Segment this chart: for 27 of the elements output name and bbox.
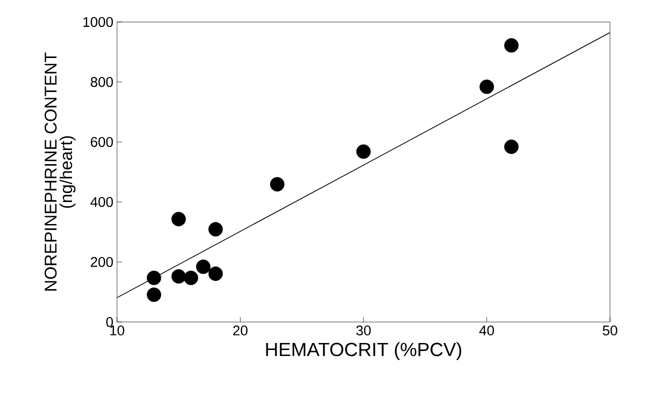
x-tick-label: 20	[233, 326, 248, 336]
x-tick-label: 30	[356, 326, 371, 336]
point	[504, 140, 519, 154]
y-tick-label: 0	[106, 317, 113, 327]
x-tick-label: 50	[602, 326, 618, 336]
point	[208, 266, 223, 281]
point	[171, 212, 186, 226]
text: (ng/heart)	[60, 136, 76, 208]
y-tick-label: 1000	[83, 17, 113, 27]
y-tick-label: 800	[90, 77, 113, 87]
point	[171, 269, 186, 284]
x-tick-label: 10	[110, 326, 124, 336]
y-tick-label: 200	[90, 257, 113, 267]
point	[196, 260, 210, 274]
point	[146, 288, 162, 302]
point	[208, 222, 223, 236]
y-tick-label: 400	[90, 197, 113, 207]
point	[356, 144, 371, 159]
point	[480, 80, 494, 94]
point	[184, 270, 198, 286]
point	[146, 270, 162, 286]
y-tick-label: 600	[90, 137, 113, 147]
x-tick-label: 40	[479, 326, 494, 336]
x-axis-title: HEMATOCRIT (%PCV)	[266, 342, 462, 360]
y-axis-title: NOREPINEPHRINE CONTENT	[44, 52, 57, 291]
point	[504, 38, 519, 53]
point	[270, 177, 284, 192]
